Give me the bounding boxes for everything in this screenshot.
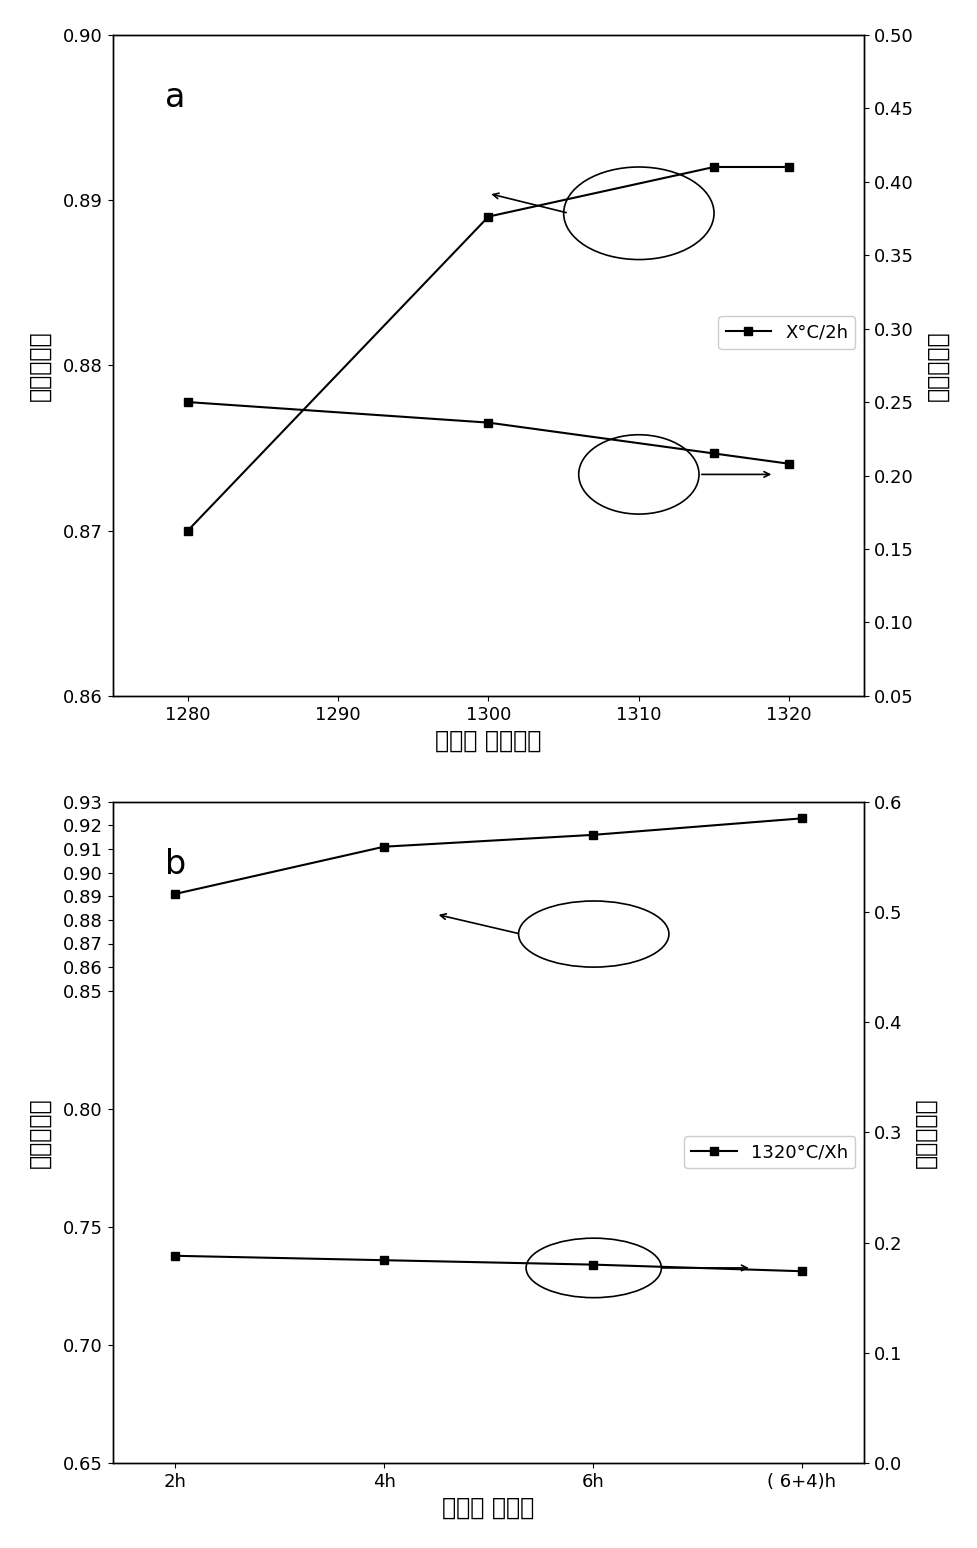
Y-axis label: 开口气孔率: 开口气孔率 (913, 1098, 938, 1167)
Text: a: a (165, 80, 186, 115)
Legend: X°C/2h: X°C/2h (718, 316, 855, 348)
Text: b: b (165, 848, 187, 881)
X-axis label: 温度（ 摄氏度）: 温度（ 摄氏度） (436, 729, 541, 754)
Legend: 1320°C/Xh: 1320°C/Xh (684, 1136, 855, 1169)
Y-axis label: 开口气孔率: 开口气孔率 (925, 330, 950, 401)
Y-axis label: 相对致密度: 相对致密度 (27, 1098, 52, 1167)
X-axis label: 时间（ 小时）: 时间（ 小时） (443, 1497, 534, 1520)
Y-axis label: 相对致密度: 相对致密度 (28, 330, 52, 401)
